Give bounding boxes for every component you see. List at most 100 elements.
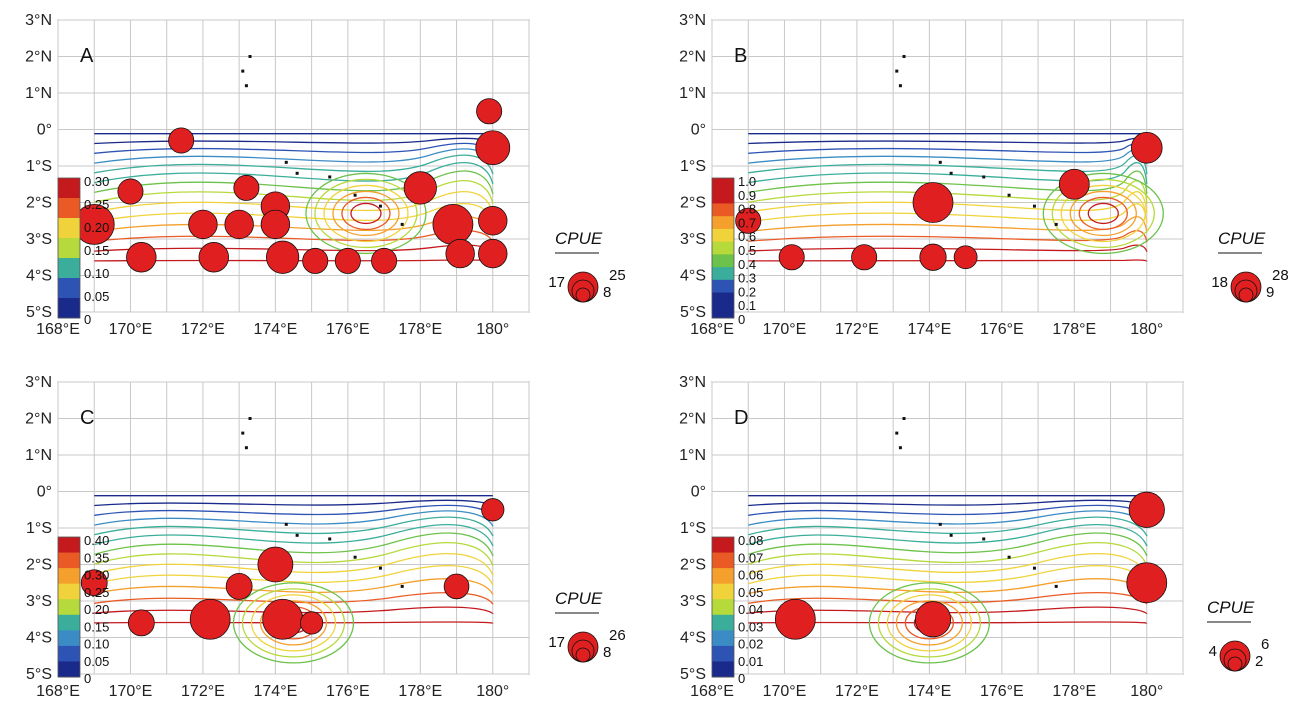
lat-tick-label: 4°S (26, 268, 52, 285)
island (898, 446, 902, 450)
contour-ring (232, 582, 355, 664)
cpue-circle (1058, 168, 1090, 200)
colorbar-segment (712, 583, 734, 600)
colorbar-segment (58, 599, 80, 616)
contour-line (94, 230, 494, 243)
colorbar-segment (712, 568, 734, 585)
cpue-circle (481, 498, 505, 522)
cpue-legend-title: CPUE (555, 229, 603, 248)
contour-ring (305, 172, 427, 255)
panel-label: D (734, 407, 748, 429)
cpue-circle (117, 178, 144, 205)
cpue-circle (371, 247, 398, 274)
cpue-circle (953, 245, 978, 270)
lat-tick-label: 0° (691, 484, 706, 501)
contour-ring (332, 190, 400, 237)
cpue-circle (912, 182, 954, 223)
colorbar-segment (58, 614, 80, 631)
legend-value: 28 (1272, 267, 1289, 284)
colorbar-segment (712, 305, 734, 319)
cpue-circle (476, 98, 503, 125)
island (1007, 193, 1011, 197)
lon-tick-label: 174°E (908, 321, 952, 338)
contour-line (94, 154, 494, 175)
island (284, 522, 288, 526)
colorbar-frame (711, 536, 735, 678)
lat-tick-label: 3°N (25, 12, 52, 29)
contour-line (94, 621, 494, 624)
lat-tick-label: 4°S (680, 630, 706, 647)
contour-ring (241, 588, 346, 658)
colorbar-segment (58, 218, 80, 239)
lon-tick-label: 168°E (690, 321, 734, 338)
colorbar-tick-label: 0.07 (738, 550, 763, 565)
colorbar-tick-label: 0.05 (738, 585, 763, 600)
cpue-circle (1130, 131, 1163, 164)
colorbar-tick-label: 0.7 (738, 215, 756, 230)
islands (241, 417, 404, 588)
cpue-circle (914, 601, 952, 638)
island (244, 446, 248, 450)
colorbar-tick-label: 0.02 (738, 637, 763, 652)
lat-tick-label: 1°S (26, 520, 52, 537)
cpue-circle (262, 598, 304, 640)
cpue-circle (475, 130, 511, 166)
cpue-legend: CPUE 17 268 (548, 589, 626, 663)
lat-tick-label: 3°S (680, 593, 706, 610)
lon-tick-label: 176°E (326, 321, 370, 338)
cpue-circle (126, 242, 157, 273)
contour-ring (1042, 172, 1164, 255)
contour-line (94, 523, 494, 547)
colorbar-tick-label: 1.0 (738, 174, 756, 189)
colorbar-tick-label: 0.35 (84, 550, 109, 565)
cpue-circle (403, 171, 437, 205)
colorbar-segment (58, 583, 80, 600)
colorbar-tick-label: 0.05 (84, 654, 109, 669)
contour-ring (259, 600, 328, 646)
lat-tick-label: 1°S (680, 520, 706, 537)
colorbar-tick-label: 0.1 (738, 298, 756, 313)
lon-tick-label: 174°E (254, 683, 298, 700)
lon-tick-label: 170°E (109, 321, 153, 338)
contour-line (748, 523, 1148, 547)
contour-ring (1069, 190, 1137, 237)
lon-tick-label: 170°E (763, 321, 807, 338)
contour-ring (895, 600, 964, 646)
lon-tick-label: 176°E (326, 683, 370, 700)
island (241, 431, 245, 435)
lon-tick-label: 180° (1130, 683, 1163, 700)
lat-tick-label: 1°N (25, 85, 52, 102)
contour-line (748, 191, 1148, 214)
cpue-circle (257, 546, 294, 583)
islands (895, 417, 1058, 588)
colorbar-tick-label: 0.25 (84, 585, 109, 600)
legend-value: 8 (603, 644, 611, 661)
lat-tick-label: 0° (37, 122, 52, 139)
colorbar-tick-label: 0.15 (84, 619, 109, 634)
colorbar-segment (58, 238, 80, 259)
island (902, 417, 906, 420)
colorbar-segment (58, 178, 80, 199)
island (248, 55, 252, 58)
colorbar-tick-label: 0 (84, 671, 91, 686)
colorbar-segment (712, 552, 734, 569)
colorbar: 0.30 0.25 0.20 0.15 0.10 0.05 0 (57, 174, 109, 327)
colorbar-tick-label: 0.4 (738, 257, 756, 272)
cpue-circle (260, 209, 291, 240)
legend-value: 4 (1209, 643, 1217, 660)
lat-tick-label: 5°S (680, 304, 706, 321)
legend-value: 18 (1211, 274, 1228, 291)
lat-tick-label: 4°S (680, 268, 706, 285)
cpue-circle (735, 207, 762, 234)
contour-line (94, 565, 494, 586)
legend-value: 17 (548, 274, 565, 291)
colorbar-segment (712, 178, 734, 192)
panel-label: B (734, 45, 747, 67)
island (949, 533, 953, 537)
contour-ring (314, 178, 418, 249)
island (241, 69, 245, 73)
cpue-circle (1126, 562, 1168, 604)
contour-ring (1087, 202, 1119, 225)
